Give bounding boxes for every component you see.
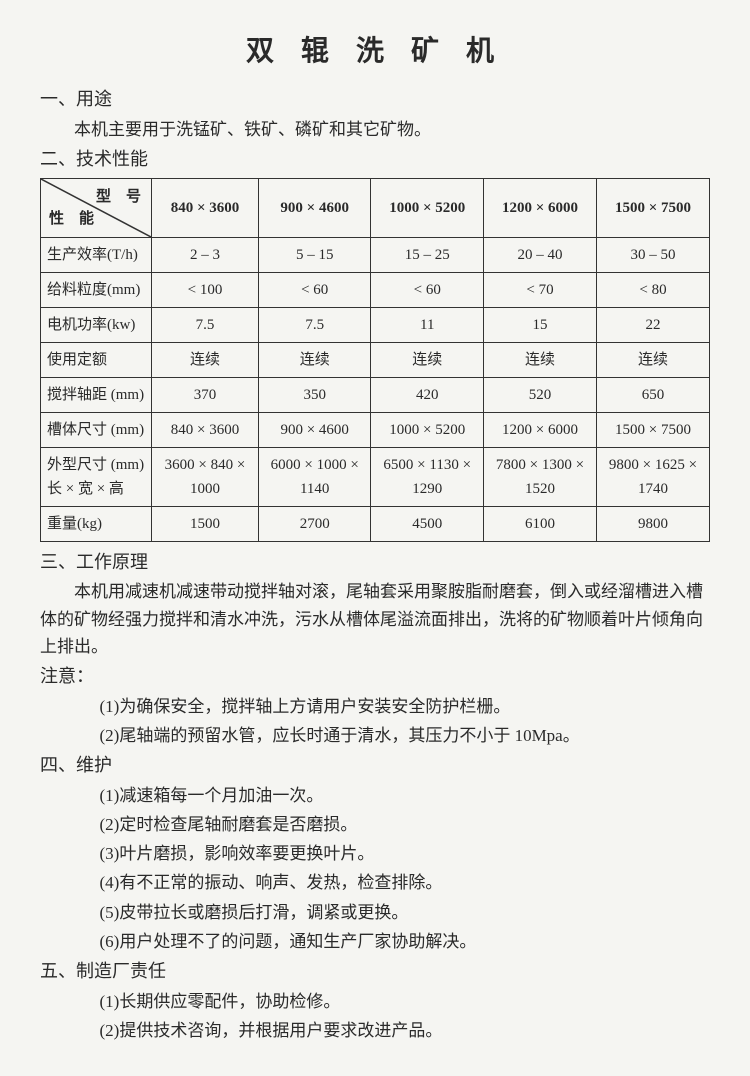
table-cell: 15 – 25 (371, 237, 484, 272)
model-col-3: 1200 × 6000 (484, 178, 597, 237)
section-5-head: 五、制造厂责任 (40, 957, 710, 986)
table-cell: 9800 × 1625 × 1740 (596, 447, 709, 506)
resp-2: (2)提供技术咨询，并根据用户要求改进产品。 (40, 1017, 710, 1044)
table-cell: 7.5 (152, 307, 259, 342)
table-cell: 20 – 40 (484, 237, 597, 272)
resp-1: (1)长期供应零配件，协助检修。 (40, 988, 710, 1015)
table-cell: 15 (484, 307, 597, 342)
table-cell: 4500 (371, 506, 484, 541)
table-header-row: 型 号 性 能 840 × 3600 900 × 4600 1000 × 520… (41, 178, 710, 237)
table-cell: 连续 (258, 342, 371, 377)
row-label: 槽体尺寸 (mm) (41, 412, 152, 447)
note-1: (1)为确保安全，搅拌轴上方请用户安装安全防护栏栅。 (40, 693, 710, 720)
section-1-body: 本机主要用于洗锰矿、铁矿、磷矿和其它矿物。 (40, 116, 710, 143)
table-row: 使用定额连续连续连续连续连续 (41, 342, 710, 377)
model-col-0: 840 × 3600 (152, 178, 259, 237)
page-title: 双 辊 洗 矿 机 (40, 30, 710, 75)
table-row: 槽体尺寸 (mm)840 × 3600900 × 46001000 × 5200… (41, 412, 710, 447)
table-cell: 520 (484, 377, 597, 412)
table-cell: 3600 × 840 × 1000 (152, 447, 259, 506)
table-cell: < 70 (484, 272, 597, 307)
table-cell: 22 (596, 307, 709, 342)
section-3-head: 三、工作原理 (40, 548, 710, 577)
diag-top-label: 型 号 (96, 185, 141, 209)
table-row: 电机功率(kw)7.57.5111522 (41, 307, 710, 342)
diagonal-header: 型 号 性 能 (41, 178, 152, 237)
table-cell: 11 (371, 307, 484, 342)
table-cell: 9800 (596, 506, 709, 541)
table-row: 生产效率(T/h)2 – 35 – 1515 – 2520 – 4030 – 5… (41, 237, 710, 272)
table-cell: 2700 (258, 506, 371, 541)
table-cell: 连续 (484, 342, 597, 377)
table-cell: 900 × 4600 (258, 412, 371, 447)
table-cell: 6000 × 1000 × 1140 (258, 447, 371, 506)
table-cell: 350 (258, 377, 371, 412)
note-2: (2)尾轴端的预留水管，应长时通于清水，其压力不小于 10Mpa。 (40, 722, 710, 749)
maint-6: (6)用户处理不了的问题，通知生产厂家协助解决。 (40, 928, 710, 955)
table-row: 重量(kg)15002700450061009800 (41, 506, 710, 541)
row-label: 外型尺寸 (mm) 长 × 宽 × 高 (41, 447, 152, 506)
section-2-head: 二、技术性能 (40, 145, 710, 174)
row-label: 使用定额 (41, 342, 152, 377)
table-cell: 6100 (484, 506, 597, 541)
row-label: 搅拌轴距 (mm) (41, 377, 152, 412)
table-row: 搅拌轴距 (mm)370350420520650 (41, 377, 710, 412)
table-cell: 1000 × 5200 (371, 412, 484, 447)
table-cell: 连续 (371, 342, 484, 377)
row-label: 生产效率(T/h) (41, 237, 152, 272)
table-cell: 1500 (152, 506, 259, 541)
table-cell: 1500 × 7500 (596, 412, 709, 447)
section-3-body: 本机用减速机减速带动搅拌轴对滚，尾轴套采用聚胺脂耐磨套，倒入或经溜槽进入槽体的矿… (40, 578, 710, 660)
table-cell: 650 (596, 377, 709, 412)
maint-1: (1)减速箱每一个月加油一次。 (40, 782, 710, 809)
table-cell: 6500 × 1130 × 1290 (371, 447, 484, 506)
maint-5: (5)皮带拉长或磨损后打滑，调紧或更换。 (40, 899, 710, 926)
table-cell: 5 – 15 (258, 237, 371, 272)
section-1-head: 一、用途 (40, 85, 710, 114)
model-col-2: 1000 × 5200 (371, 178, 484, 237)
model-col-4: 1500 × 7500 (596, 178, 709, 237)
table-cell: 连续 (152, 342, 259, 377)
maint-2: (2)定时检查尾轴耐磨套是否磨损。 (40, 811, 710, 838)
table-cell: 840 × 3600 (152, 412, 259, 447)
table-cell: < 80 (596, 272, 709, 307)
maint-4: (4)有不正常的振动、响声、发热，检查排除。 (40, 869, 710, 896)
table-cell: 2 – 3 (152, 237, 259, 272)
spec-table: 型 号 性 能 840 × 3600 900 × 4600 1000 × 520… (40, 178, 710, 542)
table-cell: < 60 (258, 272, 371, 307)
section-4-head: 四、维护 (40, 751, 710, 780)
table-cell: 30 – 50 (596, 237, 709, 272)
row-label: 重量(kg) (41, 506, 152, 541)
note-head: 注意： (40, 662, 710, 691)
diag-bottom-label: 性 能 (49, 207, 94, 231)
table-cell: 7.5 (258, 307, 371, 342)
maint-3: (3)叶片磨损，影响效率要更换叶片。 (40, 840, 710, 867)
table-row: 外型尺寸 (mm) 长 × 宽 × 高3600 × 840 × 10006000… (41, 447, 710, 506)
table-cell: 370 (152, 377, 259, 412)
table-cell: 连续 (596, 342, 709, 377)
row-label: 电机功率(kw) (41, 307, 152, 342)
table-cell: 7800 × 1300 × 1520 (484, 447, 597, 506)
table-cell: 1200 × 6000 (484, 412, 597, 447)
table-cell: < 60 (371, 272, 484, 307)
model-col-1: 900 × 4600 (258, 178, 371, 237)
table-cell: 420 (371, 377, 484, 412)
row-label: 给料粒度(mm) (41, 272, 152, 307)
table-row: 给料粒度(mm)< 100< 60< 60< 70< 80 (41, 272, 710, 307)
table-cell: < 100 (152, 272, 259, 307)
